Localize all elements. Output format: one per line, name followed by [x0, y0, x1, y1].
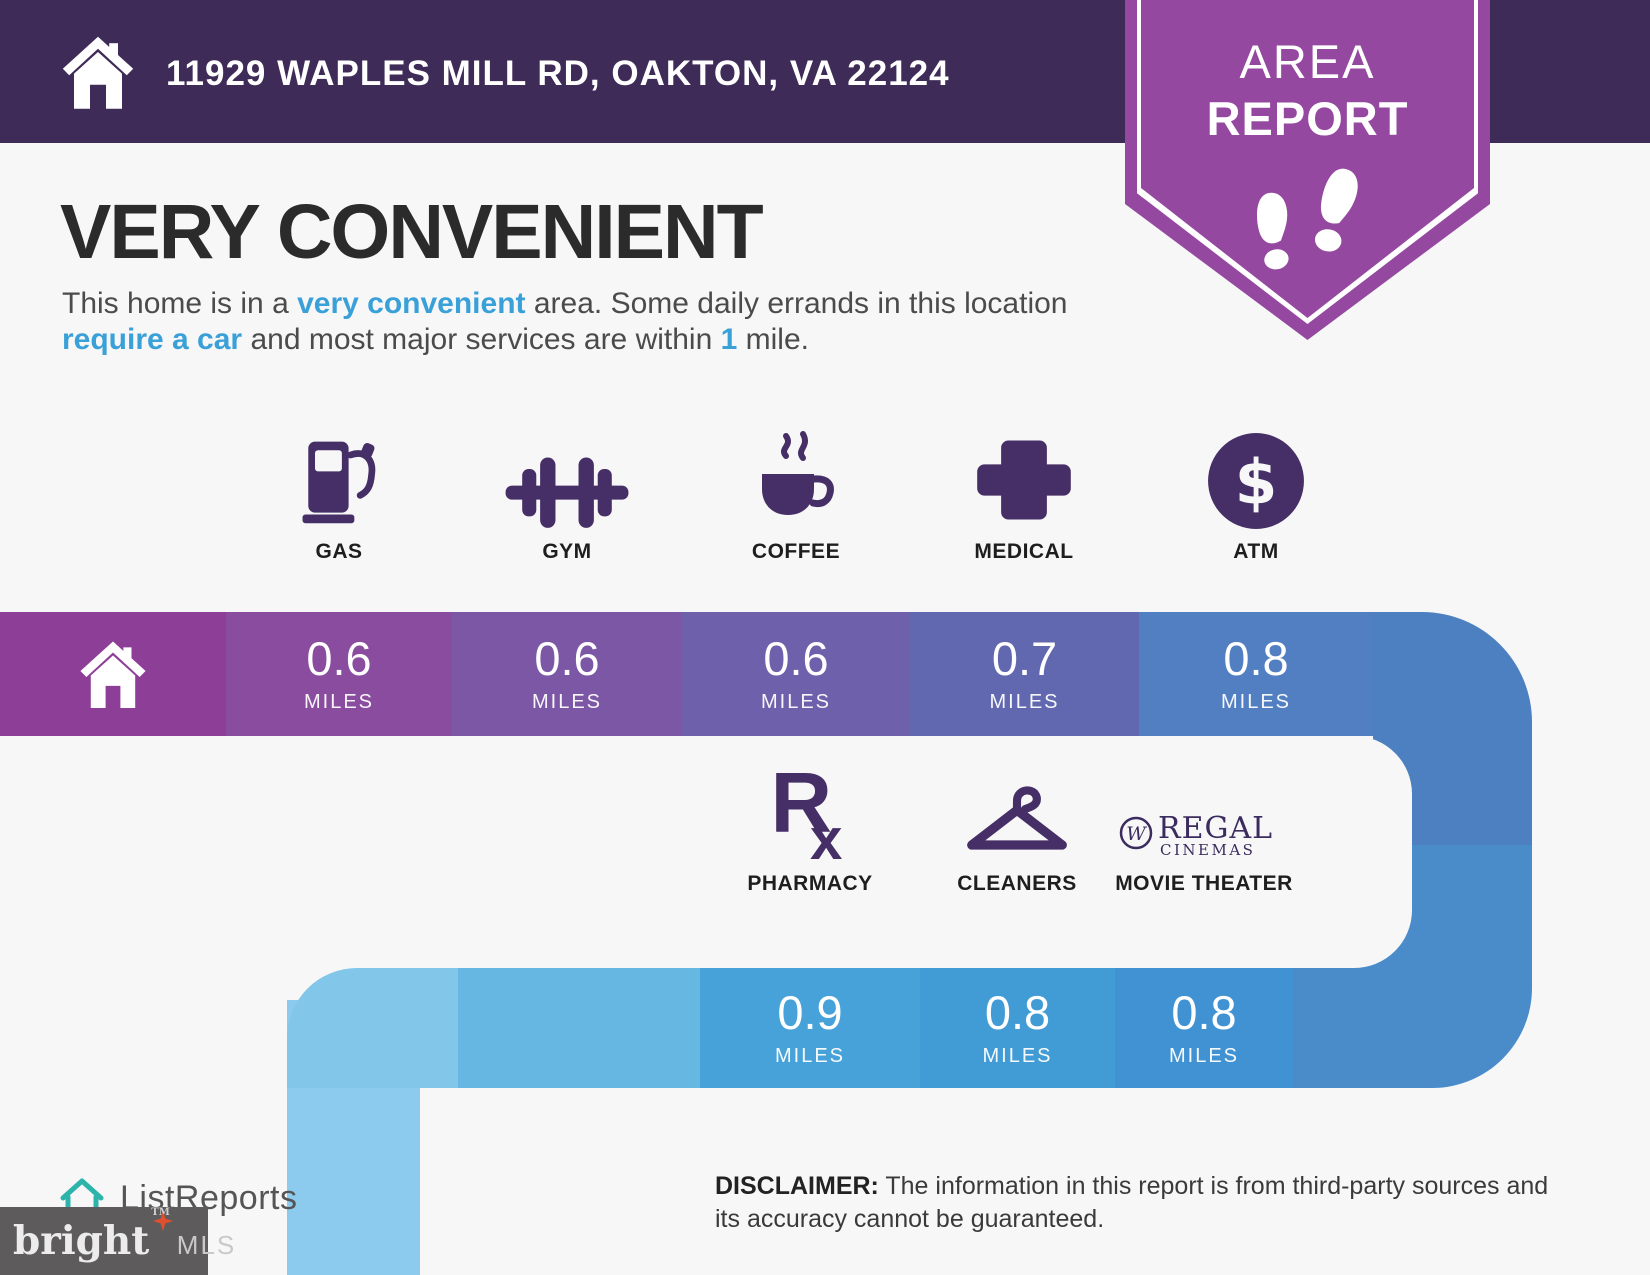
svg-text:R: R	[770, 756, 832, 851]
distance-unit: MILES	[531, 690, 603, 713]
distance-band-row1: 0.6 MILES 0.6 MILES 0.6 MILES 0.7 MILES …	[0, 612, 1373, 736]
band-filler-cell	[287, 968, 458, 1088]
amenity-label-coffee: COFFEE	[751, 540, 841, 563]
bright-star-icon	[152, 1210, 174, 1231]
disclaimer: DISCLAIMER: The information in this repo…	[715, 1170, 1550, 1235]
page-title: VERY CONVENIENT	[60, 189, 764, 275]
medical-cross-icon	[977, 440, 1071, 520]
intro-seg-2: area. Some daily errands in this locatio…	[525, 287, 1068, 320]
badge-title: AREA REPORT	[1125, 34, 1490, 146]
dollar-circle-icon: $	[1208, 433, 1304, 529]
distance-cell-gas: 0.6 MILES	[226, 612, 452, 736]
distance-cell-cleaners: 0.8 MILES	[920, 968, 1115, 1088]
svg-text:REGAL: REGAL	[1158, 811, 1273, 846]
distance-value: 0.6	[534, 631, 600, 685]
property-address: 11929 WAPLES MILL RD, OAKTON, VA 22124	[166, 53, 950, 93]
amenity-atm: $ ATM	[1141, 420, 1371, 564]
intro-paragraph: This home is in a very convenient area. …	[62, 286, 1077, 358]
footprints-icon	[1256, 168, 1358, 270]
distance-cell-movie-theater: 0.8 MILES	[1115, 968, 1293, 1088]
badge-line2: REPORT	[1206, 92, 1409, 145]
distance-cell-coffee: 0.6 MILES	[682, 612, 910, 736]
lower-white-panel	[420, 1088, 1650, 1275]
bright-wordmark: bright TM	[13, 1207, 174, 1261]
intro-highlight-5: 1	[720, 323, 738, 356]
area-report-badge: AREA REPORT	[1125, 0, 1490, 340]
svg-text:$: $	[1235, 447, 1278, 518]
distance-unit: MILES	[1168, 1044, 1240, 1067]
amenity-label-pharmacy: PHARMACY	[747, 872, 873, 895]
intro-seg-6: mile.	[737, 323, 809, 356]
amenity-label-medical: MEDICAL	[974, 540, 1074, 563]
amenity-cleaners: CLEANERS	[902, 752, 1132, 896]
distance-unit: MILES	[774, 1044, 846, 1067]
inner-white-panel	[0, 736, 1412, 968]
amenity-label-movie-theater: MOVIE THEATER	[1115, 872, 1293, 895]
badge-line1: AREA	[1239, 35, 1376, 88]
amenity-gym: GYM	[452, 420, 682, 564]
amenity-label-gym: GYM	[542, 540, 592, 563]
trademark-symbol: TM	[151, 1206, 170, 1218]
svg-text:W: W	[1126, 823, 1147, 845]
regal-cinemas-logo: W REGAL CINEMAS	[1119, 811, 1273, 859]
amenity-label-atm: ATM	[1233, 540, 1279, 563]
mls-wordmark: MLS	[176, 1229, 237, 1260]
intro-highlight-1: very convenient	[297, 287, 526, 320]
intro-seg-0: This home is in a	[62, 287, 298, 320]
svg-text:x: x	[810, 807, 842, 864]
home-icon	[62, 36, 134, 109]
home-icon	[80, 641, 146, 709]
distance-band-row2: 0.9 MILES 0.8 MILES 0.8 MILES	[287, 968, 1293, 1088]
distance-cell-gym: 0.6 MILES	[452, 612, 682, 736]
disclaimer-label: DISCLAIMER:	[715, 1172, 879, 1200]
amenity-movie-theater: W REGAL CINEMAS MOVIE THEATER	[1089, 752, 1319, 896]
distance-value: 0.9	[777, 985, 843, 1039]
intro-seg-4: and most major services are within	[242, 323, 721, 356]
amenity-label-cleaners: CLEANERS	[957, 872, 1077, 895]
distance-value: 0.6	[306, 631, 372, 685]
distance-value: 0.8	[984, 985, 1051, 1039]
dumbbell-icon	[505, 457, 629, 528]
disclaimer-text: The information in this report is from t…	[715, 1172, 1549, 1233]
amenity-gas: GAS	[224, 420, 454, 564]
distance-value: 0.8	[1223, 631, 1289, 685]
distance-unit: MILES	[1220, 690, 1292, 713]
distance-unit: MILES	[303, 690, 375, 713]
intro-highlight-3: require a car	[62, 323, 243, 356]
band-home-cell	[0, 612, 226, 736]
amenity-medical: MEDICAL	[909, 420, 1139, 564]
distance-unit: MILES	[989, 690, 1060, 713]
amenity-coffee: COFFEE	[681, 420, 911, 564]
distance-cell-atm: 0.8 MILES	[1139, 612, 1373, 736]
distance-value: 0.6	[763, 631, 829, 685]
hanger-icon	[967, 786, 1067, 850]
amenity-pharmacy: R x PHARMACY	[695, 752, 925, 896]
coffee-cup-icon	[762, 431, 834, 515]
distance-unit: MILES	[760, 690, 832, 713]
distance-value: 0.8	[1171, 985, 1237, 1039]
distance-cell-pharmacy: 0.9 MILES	[700, 968, 920, 1088]
band-filler-cell	[458, 968, 700, 1088]
distance-unit: MILES	[982, 1044, 1053, 1067]
gas-pump-icon	[302, 441, 376, 524]
amenity-label-gas: GAS	[315, 540, 363, 563]
distance-cell-medical: 0.7 MILES	[910, 612, 1139, 736]
rx-icon: R x	[770, 756, 842, 864]
svg-text:CINEMAS: CINEMAS	[1160, 841, 1255, 859]
bright-mls-logo: bright TM MLS	[0, 1207, 234, 1275]
distance-value: 0.7	[991, 631, 1058, 685]
